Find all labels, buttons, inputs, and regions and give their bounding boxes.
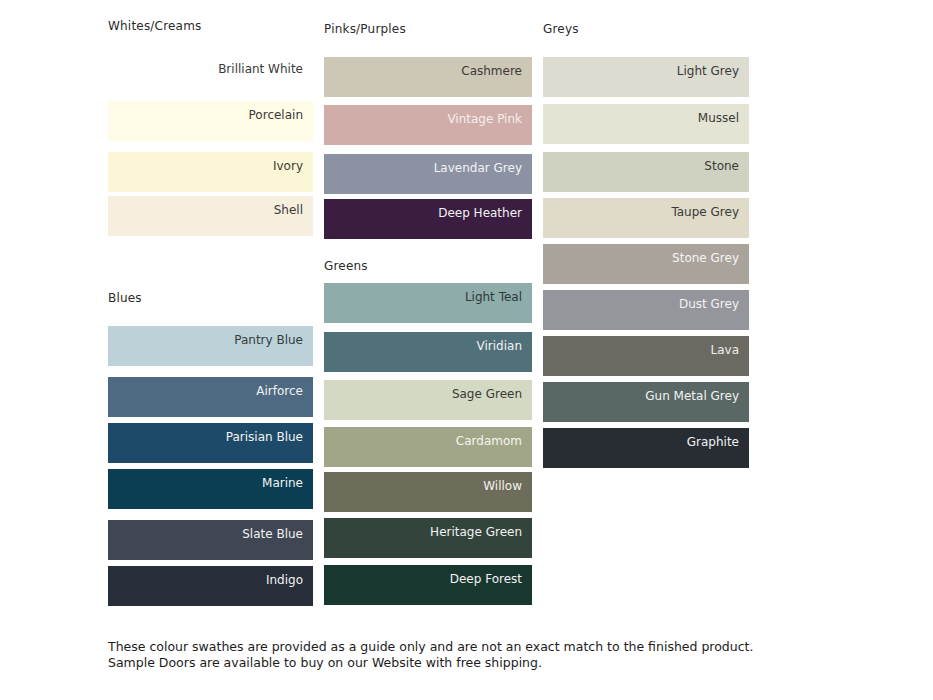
swatch-label: Airforce: [256, 384, 303, 398]
swatch-label: Shell: [274, 203, 303, 217]
section-header-whites-creams: Whites/Creams: [108, 19, 313, 34]
swatch-airforce: Airforce: [108, 377, 313, 417]
column-pinks-greens: Pinks/Purples Cashmere Vintage Pink Lave…: [324, 0, 532, 605]
swatch-label: Brilliant White: [218, 62, 303, 76]
swatch-label: Cashmere: [461, 64, 522, 78]
swatch-label: Heritage Green: [430, 525, 522, 539]
swatch-label: Taupe Grey: [671, 205, 739, 219]
swatch-heritage-green: Heritage Green: [324, 518, 532, 558]
swatch-brilliant-white: Brilliant White: [108, 55, 313, 95]
swatch-label: Willow: [483, 479, 522, 493]
swatch-label: Porcelain: [249, 108, 303, 122]
swatch-label: Cardamom: [456, 434, 522, 448]
swatch-deep-forest: Deep Forest: [324, 565, 532, 605]
swatch-label: Ivory: [273, 159, 303, 173]
swatch-label: Graphite: [687, 435, 739, 449]
swatch-label: Marine: [262, 476, 303, 490]
swatch-label: Indigo: [266, 573, 303, 587]
swatch-cashmere: Cashmere: [324, 57, 532, 97]
swatch-label: Lava: [711, 343, 740, 357]
swatch-stone: Stone: [543, 152, 749, 192]
swatch-label: Slate Blue: [242, 527, 303, 541]
swatch-sage-green: Sage Green: [324, 380, 532, 420]
swatch-light-teal: Light Teal: [324, 283, 532, 323]
swatch-label: Sage Green: [452, 387, 522, 401]
swatch-label: Viridian: [477, 339, 522, 353]
swatch-dust-grey: Dust Grey: [543, 290, 749, 330]
swatch-stone-grey: Stone Grey: [543, 244, 749, 284]
swatch-slate-blue: Slate Blue: [108, 520, 313, 560]
swatch-viridian: Viridian: [324, 332, 532, 372]
column-greys: Greys Light Grey Mussel Stone Taupe Grey…: [543, 0, 749, 468]
swatch-label: Stone Grey: [672, 251, 739, 265]
swatch-label: Light Grey: [677, 64, 739, 78]
swatch-vintage-pink: Vintage Pink: [324, 105, 532, 145]
swatch-label: Gun Metal Grey: [645, 389, 739, 403]
swatch-deep-heather: Deep Heather: [324, 199, 532, 239]
section-header-greys: Greys: [543, 22, 749, 37]
swatch-label: Dust Grey: [679, 297, 739, 311]
swatch-label: Pantry Blue: [234, 333, 303, 347]
swatch-label: Deep Heather: [438, 206, 522, 220]
colour-chart-page: Whites/Creams Brilliant White Porcelain …: [0, 0, 933, 700]
swatch-indigo: Indigo: [108, 566, 313, 606]
swatch-ivory: Ivory: [108, 152, 313, 192]
swatch-porcelain: Porcelain: [108, 101, 313, 141]
swatch-mussel: Mussel: [543, 104, 749, 144]
swatch-label: Vintage Pink: [447, 112, 522, 126]
swatch-parisian-blue: Parisian Blue: [108, 423, 313, 463]
swatch-label: Parisian Blue: [226, 430, 303, 444]
swatch-taupe-grey: Taupe Grey: [543, 198, 749, 238]
swatch-label: Lavendar Grey: [434, 161, 522, 175]
swatch-cardamom: Cardamom: [324, 427, 532, 467]
swatch-lavendar-grey: Lavendar Grey: [324, 154, 532, 194]
section-header-blues: Blues: [108, 291, 313, 306]
disclaimer-text: These colour swathes are provided as a g…: [108, 639, 758, 670]
section-header-pinks-purples: Pinks/Purples: [324, 22, 532, 37]
swatch-willow: Willow: [324, 472, 532, 512]
swatch-shell: Shell: [108, 196, 313, 236]
swatch-light-grey: Light Grey: [543, 57, 749, 97]
column-whites-blues: Whites/Creams Brilliant White Porcelain …: [108, 0, 313, 606]
swatch-label: Light Teal: [465, 290, 522, 304]
swatch-label: Stone: [704, 159, 739, 173]
swatch-pantry-blue: Pantry Blue: [108, 326, 313, 366]
swatch-marine: Marine: [108, 469, 313, 509]
section-header-greens: Greens: [324, 259, 532, 274]
swatch-label: Deep Forest: [450, 572, 522, 586]
swatch-graphite: Graphite: [543, 428, 749, 468]
swatch-lava: Lava: [543, 336, 749, 376]
swatch-gun-metal-grey: Gun Metal Grey: [543, 382, 749, 422]
swatch-label: Mussel: [698, 111, 739, 125]
